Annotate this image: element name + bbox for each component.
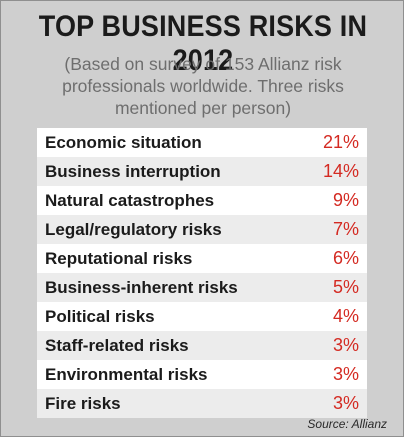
chart-subtitle: (Based on survey of 153 Allianz risk pro… xyxy=(62,54,344,118)
risk-value: 6% xyxy=(332,248,359,268)
source-note: Source: Allianz xyxy=(307,417,387,431)
risk-label: Natural catastrophes xyxy=(45,190,215,210)
risk-label: Business interruption xyxy=(45,161,221,181)
table-row: Economic situation 21% xyxy=(37,128,367,157)
risk-value: 14% xyxy=(322,161,359,181)
risk-label: Environmental risks xyxy=(45,364,208,384)
risk-value: 9% xyxy=(332,190,359,210)
table-row: Staff-related risks 3% xyxy=(37,331,367,360)
risk-label: Reputational risks xyxy=(45,248,193,268)
table-row: Business interruption 14% xyxy=(37,157,367,186)
risk-label: Business-inherent risks xyxy=(45,277,238,297)
table-row: Fire risks 3% xyxy=(37,389,367,418)
risk-value: 21% xyxy=(322,132,359,152)
risk-label: Legal/regulatory risks xyxy=(45,219,222,239)
risk-label: Fire risks xyxy=(45,393,121,413)
table-row: Environmental risks 3% xyxy=(37,360,367,389)
risk-value: 4% xyxy=(332,306,359,326)
risk-value: 5% xyxy=(332,277,359,297)
risk-value: 3% xyxy=(332,364,359,384)
risk-value: 3% xyxy=(332,335,359,355)
risk-value: 3% xyxy=(332,393,359,413)
risk-table: Economic situation 21% Business interrupti… xyxy=(37,128,367,418)
risk-value: 7% xyxy=(332,219,359,239)
table-row: Business-inherent risks 5% xyxy=(37,273,367,302)
table-row: Natural catastrophes 9% xyxy=(37,186,367,215)
risk-label: Economic situation xyxy=(45,132,202,152)
risk-label: Staff-related risks xyxy=(45,335,189,355)
table-row: Legal/regulatory risks 7% xyxy=(37,215,367,244)
table-row: Reputational risks 6% xyxy=(37,244,367,273)
table-row: Political risks 4% xyxy=(37,302,367,331)
chart-title: TOP BUSINESS RISKS IN 2012 xyxy=(38,10,368,77)
risk-label: Political risks xyxy=(45,306,155,326)
